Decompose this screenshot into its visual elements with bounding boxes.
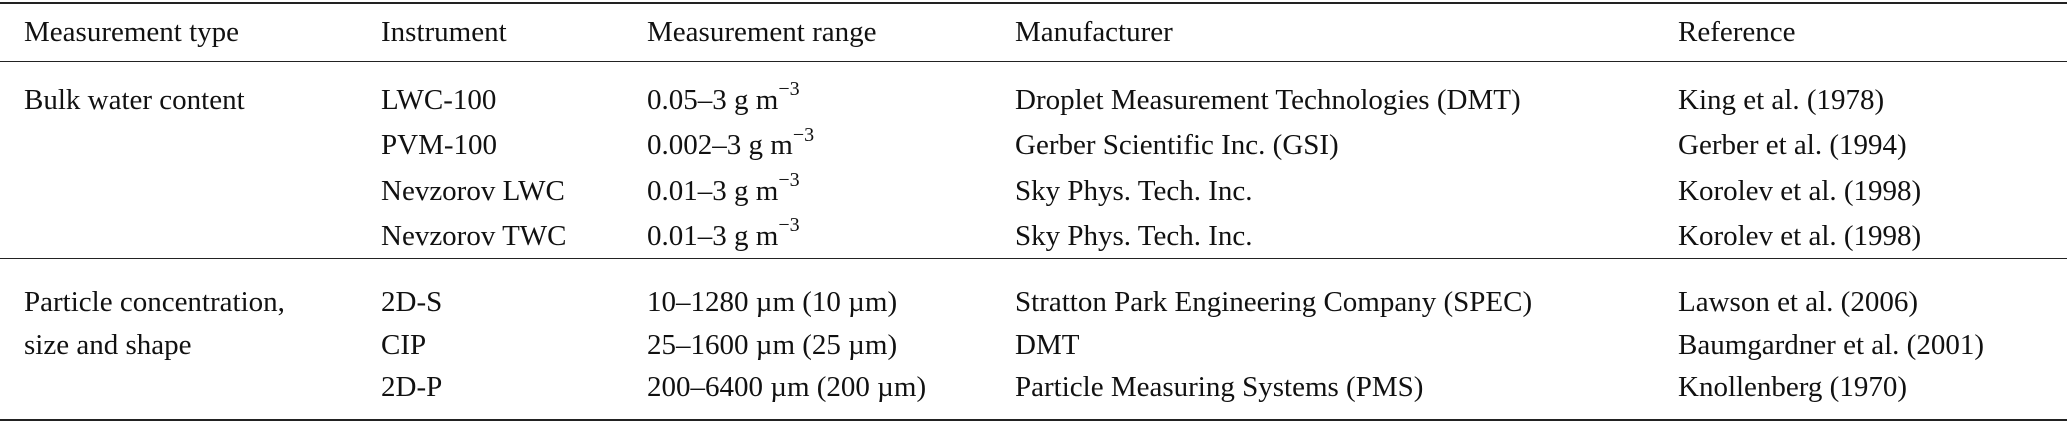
bottom-rule: [0, 419, 2067, 421]
range-text: 10–1280 µm (10 µm): [647, 286, 898, 318]
measurement-range: 0.01–3 g m−3: [647, 170, 800, 208]
instrument: PVM-100: [381, 129, 498, 162]
group-rule: [0, 258, 2067, 259]
header-rule: [0, 61, 2067, 62]
reference: Knollenberg (1970): [1678, 371, 1907, 403]
measurement-type: Particle concentration,: [24, 286, 285, 318]
measurement-type: size and shape: [24, 328, 192, 361]
range-exponent: −3: [792, 123, 815, 146]
range-text: 0.05–3 g m: [647, 84, 779, 116]
top-rule: [0, 2, 2067, 4]
reference: Baumgardner et al. (2001): [1678, 328, 1985, 361]
header-cell: Measurement type: [24, 16, 240, 48]
reference: Korolev et al. (1998): [1678, 174, 1922, 207]
reference: Gerber et al. (1994): [1678, 129, 1907, 162]
range-exponent: −3: [778, 214, 800, 237]
reference: King et al. (1978): [1678, 84, 1885, 116]
range-exponent: −3: [778, 78, 800, 101]
manufacturer: Particle Measuring Systems (PMS): [1015, 371, 1424, 403]
measurement-range: 0.01–3 g m−3: [647, 215, 800, 253]
header-cell: Instrument: [381, 16, 507, 48]
range-text: 200–6400 µm (200 µm): [647, 371, 927, 403]
instrument: 2D-S: [381, 286, 443, 318]
manufacturer: Sky Phys. Tech. Inc.: [1015, 174, 1253, 207]
range-text: 25–1600 µm (25 µm): [647, 328, 898, 361]
measurement-range: 25–1600 µm (25 µm): [647, 328, 897, 362]
measurement-range: 200–6400 µm (200 µm): [647, 370, 926, 404]
measurement-range: 0.002–3 g m−3: [647, 125, 814, 162]
measurement-type: Bulk water content: [24, 84, 245, 116]
header-cell: Reference: [1678, 16, 1796, 48]
instrument: 2D-P: [381, 371, 443, 403]
measurement-range: 0.05–3 g m−3: [647, 79, 800, 117]
header-cell: Manufacturer: [1015, 16, 1173, 48]
manufacturer: Droplet Measurement Technologies (DMT): [1015, 84, 1521, 116]
reference: Lawson et al. (2006): [1678, 286, 1918, 318]
measurement-range: 10–1280 µm (10 µm): [647, 285, 897, 319]
range-text: 0.002–3 g m: [647, 129, 793, 162]
instrument: Nevzorov LWC: [381, 174, 565, 207]
manufacturer: Stratton Park Engineering Company (SPEC): [1015, 286, 1533, 318]
range-text: 0.01–3 g m: [647, 174, 779, 207]
range-text: 0.01–3 g m: [647, 219, 779, 252]
manufacturer: Gerber Scientific Inc. (GSI): [1015, 129, 1339, 162]
instrument: LWC-100: [381, 84, 497, 116]
reference: Korolev et al. (1998): [1678, 219, 1922, 252]
manufacturer: Sky Phys. Tech. Inc.: [1015, 219, 1253, 252]
manufacturer: DMT: [1015, 328, 1080, 361]
instrument: Nevzorov TWC: [381, 219, 567, 252]
range-exponent: −3: [778, 168, 800, 191]
header-cell: Measurement range: [647, 16, 877, 48]
instrument: CIP: [381, 328, 427, 361]
